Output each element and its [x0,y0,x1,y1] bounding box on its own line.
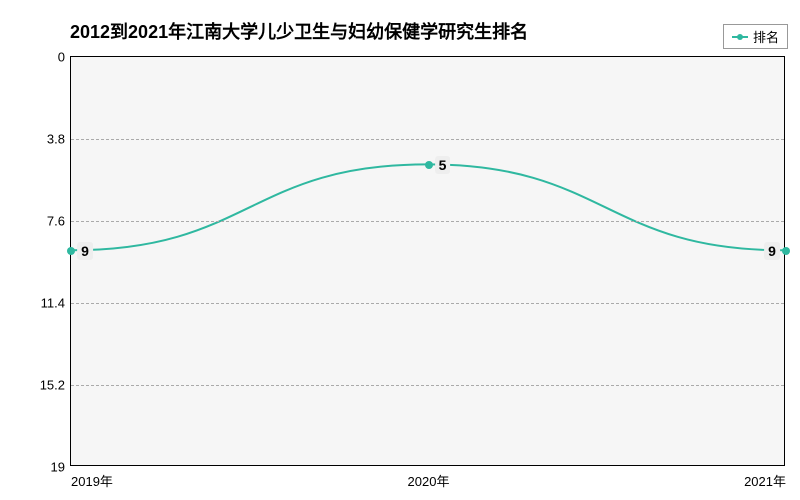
chart-title: 2012到2021年江南大学儿少卫生与妇幼保健学研究生排名 [70,18,528,44]
y-tick-label: 15.2 [40,378,65,393]
data-label: 9 [77,242,93,260]
x-tick-label: 2020年 [408,471,450,490]
y-tick-label: 0 [58,50,65,65]
grid-line [71,139,784,140]
chart-container: 2012到2021年江南大学儿少卫生与妇幼保健学研究生排名 排名 0 3.8 7.6… [0,0,800,500]
legend-marker-icon [732,36,748,38]
y-tick-label: 11.4 [41,296,65,311]
grid-line [71,221,784,222]
y-tick-label: 19 [51,460,65,475]
data-point [425,161,433,169]
legend: 排名 [723,24,788,49]
x-tick-label: 2019年 [71,471,113,490]
series-line [72,164,784,250]
grid-line [71,385,784,386]
data-label: 5 [435,156,451,174]
data-label: 9 [764,242,780,260]
plot-area: 03.87.611.415.2192019年2020年2021年959 [70,56,785,466]
data-point [782,247,790,255]
grid-line [71,303,784,304]
y-tick-label: 3.8 [47,132,65,147]
x-tick-label: 2021年 [744,471,786,490]
line-series-layer [71,57,784,465]
y-tick-label: 7.6 [47,214,65,229]
legend-label: 排名 [753,27,779,46]
data-point [67,247,75,255]
